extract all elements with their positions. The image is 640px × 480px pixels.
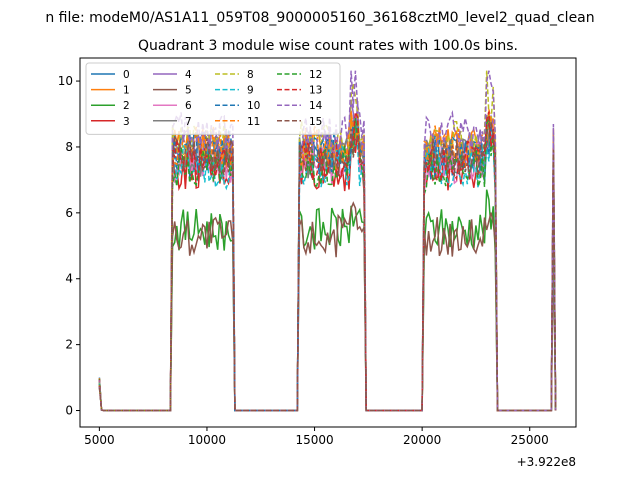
legend-label-12: 12 bbox=[309, 69, 322, 81]
series-line-12 bbox=[98, 116, 557, 412]
legend-label-15: 15 bbox=[309, 116, 322, 128]
x-tick-label: 15000 bbox=[295, 433, 333, 447]
legend-label-1: 1 bbox=[123, 85, 130, 97]
y-tick-label: 2 bbox=[65, 338, 73, 352]
legend-label-2: 2 bbox=[123, 100, 130, 112]
series-line-5 bbox=[98, 201, 557, 412]
chart-title: Quadrant 3 module wise count rates with … bbox=[138, 38, 518, 54]
y-tick-label: 8 bbox=[65, 140, 73, 154]
legend-label-11: 11 bbox=[247, 116, 260, 128]
legend-label-14: 14 bbox=[309, 100, 323, 112]
x-tick-label: 5000 bbox=[84, 433, 115, 447]
legend-label-3: 3 bbox=[123, 116, 130, 128]
y-tick-label: 6 bbox=[65, 206, 73, 220]
x-tick-label: 25000 bbox=[511, 433, 549, 447]
legend-label-7: 7 bbox=[185, 116, 192, 128]
legend-label-10: 10 bbox=[247, 100, 260, 112]
legend-label-6: 6 bbox=[185, 100, 192, 112]
x-offset-label: +3.922e8 bbox=[517, 455, 576, 469]
plot-frame bbox=[79, 57, 577, 428]
legend-label-0: 0 bbox=[123, 69, 130, 81]
x-tick-label: 10000 bbox=[188, 433, 226, 447]
legend-frame bbox=[85, 62, 341, 135]
series-line-15 bbox=[98, 119, 557, 412]
y-tick-label: 4 bbox=[65, 272, 73, 286]
legend-label-13: 13 bbox=[309, 85, 322, 97]
legend-label-9: 9 bbox=[247, 85, 254, 97]
y-tick-label: 0 bbox=[65, 404, 73, 418]
legend-label-4: 4 bbox=[185, 69, 192, 81]
axis-ticks: 5000 10000 15000 20000 25000 0 2 4 6 8 10 bbox=[58, 74, 549, 447]
chart-suptitle: n file: modeM0/AS1A11_059T08_9000005160_… bbox=[45, 10, 594, 26]
y-tick-label: 10 bbox=[58, 74, 73, 88]
series-line-9 bbox=[98, 121, 557, 412]
x-tick-label: 20000 bbox=[403, 433, 441, 447]
legend-label-5: 5 bbox=[185, 85, 192, 97]
legend-label-8: 8 bbox=[247, 69, 254, 81]
